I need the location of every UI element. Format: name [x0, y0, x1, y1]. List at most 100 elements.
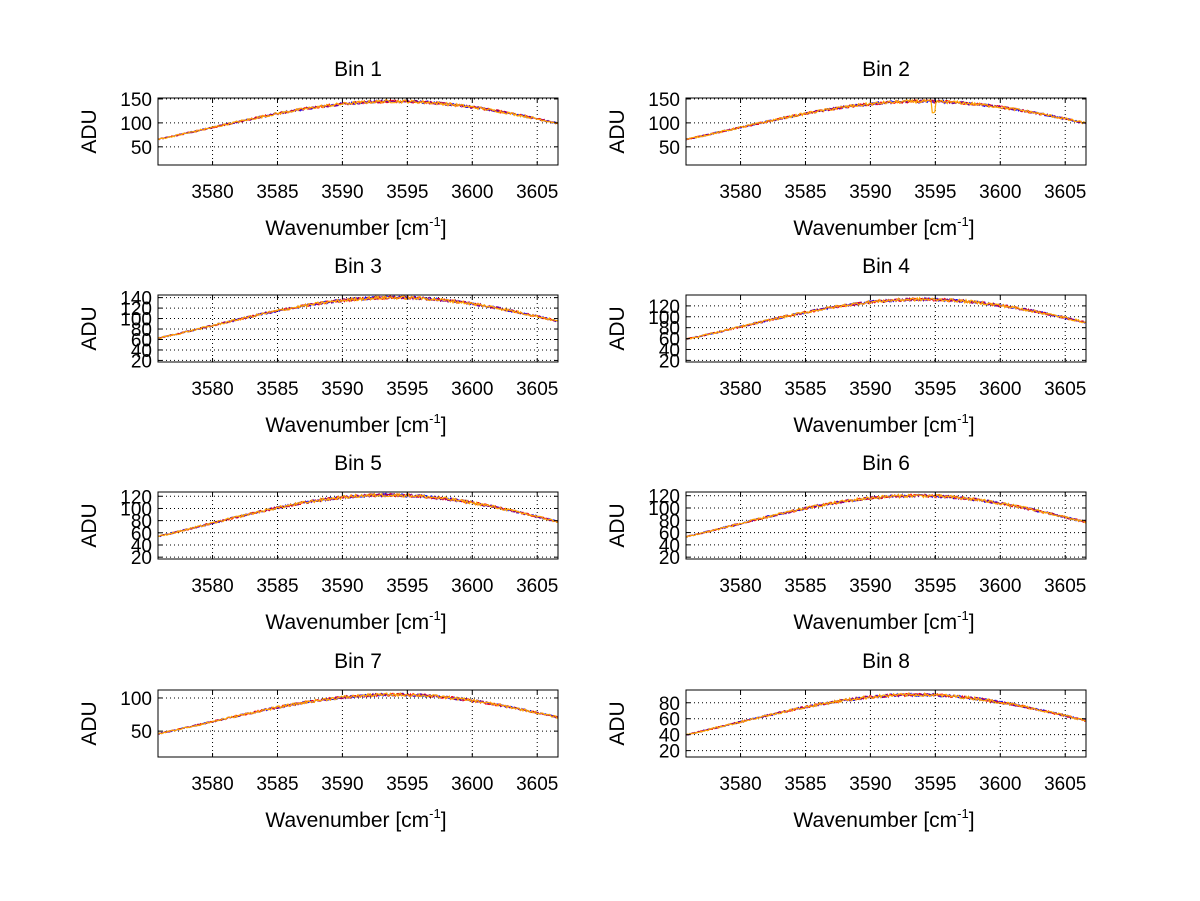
- y-tick-label: 120: [120, 299, 152, 320]
- spectrum-trace-1: [685, 493, 1087, 538]
- y-tick-label: 150: [648, 90, 680, 111]
- x-tick-label: 3600: [451, 774, 493, 795]
- spectrum-trace-2: [685, 99, 1087, 140]
- x-tick-label: 3595: [914, 182, 956, 203]
- spectrum-trace-2: [685, 692, 1087, 736]
- x-axis-label: Wavenumber [cm-1]: [265, 411, 446, 437]
- y-tick-label: 60: [659, 524, 680, 545]
- x-tick-label: 3585: [256, 576, 298, 597]
- x-axis-label-sup: -1: [957, 411, 969, 426]
- subplot-title: Bin 5: [334, 452, 382, 475]
- x-axis-label-close: ]: [969, 217, 975, 240]
- spectrum-trace-4: [157, 99, 559, 141]
- x-tick-label: 3600: [979, 576, 1021, 597]
- x-axis-label-main: Wavenumber [cm: [265, 809, 429, 832]
- x-tick-label: 3605: [1044, 379, 1086, 400]
- spectrum-trace-4: [157, 294, 559, 340]
- x-tick-label: 3590: [849, 576, 891, 597]
- x-axis-label-close: ]: [969, 611, 975, 634]
- spectrum-trace-1: [685, 296, 1087, 341]
- y-tick-label: 40: [659, 726, 680, 747]
- x-tick-label: 3600: [451, 576, 493, 597]
- spectrum-trace-3: [685, 297, 1086, 340]
- x-axis-label-close: ]: [969, 809, 975, 832]
- y-axis-label: ADU: [606, 306, 629, 350]
- spectrum-trace-4: [685, 691, 1087, 736]
- subplot-title: Bin 6: [862, 452, 910, 475]
- x-axis-label: Wavenumber [cm-1]: [793, 411, 974, 437]
- x-tick-label: 3590: [849, 379, 891, 400]
- x-axis-label-main: Wavenumber [cm: [793, 611, 957, 634]
- x-tick-label: 3580: [191, 774, 233, 795]
- x-tick-label: 3585: [784, 774, 826, 795]
- subplot-3: Bin 3 3580 3585 3590 3595 3600 3605 20406080100…: [78, 255, 559, 437]
- x-tick-label: 3590: [849, 774, 891, 795]
- x-axis-label: Wavenumber [cm-1]: [265, 608, 446, 634]
- x-axis-label-main: Wavenumber [cm: [793, 414, 957, 437]
- x-tick-label: 3605: [516, 576, 558, 597]
- x-tick-label: 3580: [719, 774, 761, 795]
- y-axis-label: ADU: [606, 701, 629, 745]
- y-tick-label: 20: [659, 548, 680, 569]
- subplot-6: Bin 6 3580 3585 3590 3595 3600 3605 20406080100…: [606, 452, 1087, 634]
- y-tick-label: 120: [648, 487, 680, 508]
- subplot-title: Bin 1: [334, 58, 382, 81]
- y-tick-label: 100: [120, 689, 152, 710]
- y-tick-label: 120: [120, 487, 152, 508]
- x-tick-label: 3580: [719, 182, 761, 203]
- x-axis-label-close: ]: [441, 809, 447, 832]
- subplot-title: Bin 2: [862, 58, 910, 81]
- y-tick-label: 20: [659, 351, 680, 372]
- subplot-2: Bin 2 3580 3585 3590 3595 3600 3605 50 100 150 ADU…: [606, 58, 1087, 240]
- x-axis-label-sup: -1: [429, 214, 441, 229]
- x-tick-label: 3590: [321, 182, 363, 203]
- x-tick-label: 3585: [784, 576, 826, 597]
- y-tick-label: 100: [648, 114, 680, 135]
- y-tick-label: 50: [659, 138, 680, 159]
- spectrum-trace-3: [157, 99, 559, 141]
- spectrum-trace-4: [685, 493, 1087, 538]
- subplot-title: Bin 4: [862, 255, 910, 278]
- subplot-5: Bin 5 3580 3585 3590 3595 3600 3605 20406080100…: [78, 452, 559, 634]
- y-tick-label: 80: [659, 694, 680, 715]
- x-tick-label: 3600: [979, 774, 1021, 795]
- x-tick-label: 3600: [451, 182, 493, 203]
- x-axis-label-main: Wavenumber [cm: [793, 217, 957, 240]
- spectrum-trace-3: [157, 492, 559, 538]
- x-axis-label-main: Wavenumber [cm: [265, 414, 429, 437]
- axes-box: [685, 689, 1087, 758]
- spectrum-trace-4: [157, 492, 558, 538]
- axes-box: [685, 97, 1087, 166]
- spectrum-trace-4: [685, 296, 1087, 341]
- x-tick-label: 3595: [914, 576, 956, 597]
- y-tick-label: 40: [131, 341, 152, 362]
- x-axis-label: Wavenumber [cm-1]: [265, 214, 446, 240]
- y-tick-label: 50: [131, 138, 152, 159]
- x-tick-label: 3595: [386, 774, 428, 795]
- spectrum-trace-1: [685, 99, 1087, 140]
- x-axis-label-main: Wavenumber [cm: [265, 217, 429, 240]
- x-tick-label: 3580: [191, 379, 233, 400]
- spectrum-trace-1: [157, 492, 559, 538]
- spectrum-trace-3: [685, 692, 1087, 736]
- axes-box: [157, 97, 559, 166]
- x-tick-label: 3600: [979, 182, 1021, 203]
- y-tick-label: 20: [659, 742, 680, 763]
- spectrum-trace-4: [685, 98, 1087, 141]
- subplot-7: Bin 7 3580 3585 3590 3595 3600 3605 50 100 ADU Wav…: [78, 650, 559, 832]
- y-tick-label: 60: [659, 710, 680, 731]
- x-tick-label: 3605: [516, 182, 558, 203]
- x-tick-label: 3600: [451, 379, 493, 400]
- x-tick-label: 3590: [321, 774, 363, 795]
- y-tick-label: 80: [659, 319, 680, 340]
- x-tick-label: 3605: [1044, 182, 1086, 203]
- y-tick-label: 100: [120, 114, 152, 135]
- axes-box: [685, 491, 1087, 560]
- spectrum-trace-2: [157, 99, 559, 140]
- spectrum-trace-3: [158, 692, 559, 735]
- spectrum-trace-2: [685, 297, 1087, 340]
- y-tick-label: 100: [120, 499, 152, 520]
- x-tick-label: 3605: [1044, 774, 1086, 795]
- subplot-4: Bin 4 3580 3585 3590 3595 3600 3605 20406080100…: [606, 255, 1087, 437]
